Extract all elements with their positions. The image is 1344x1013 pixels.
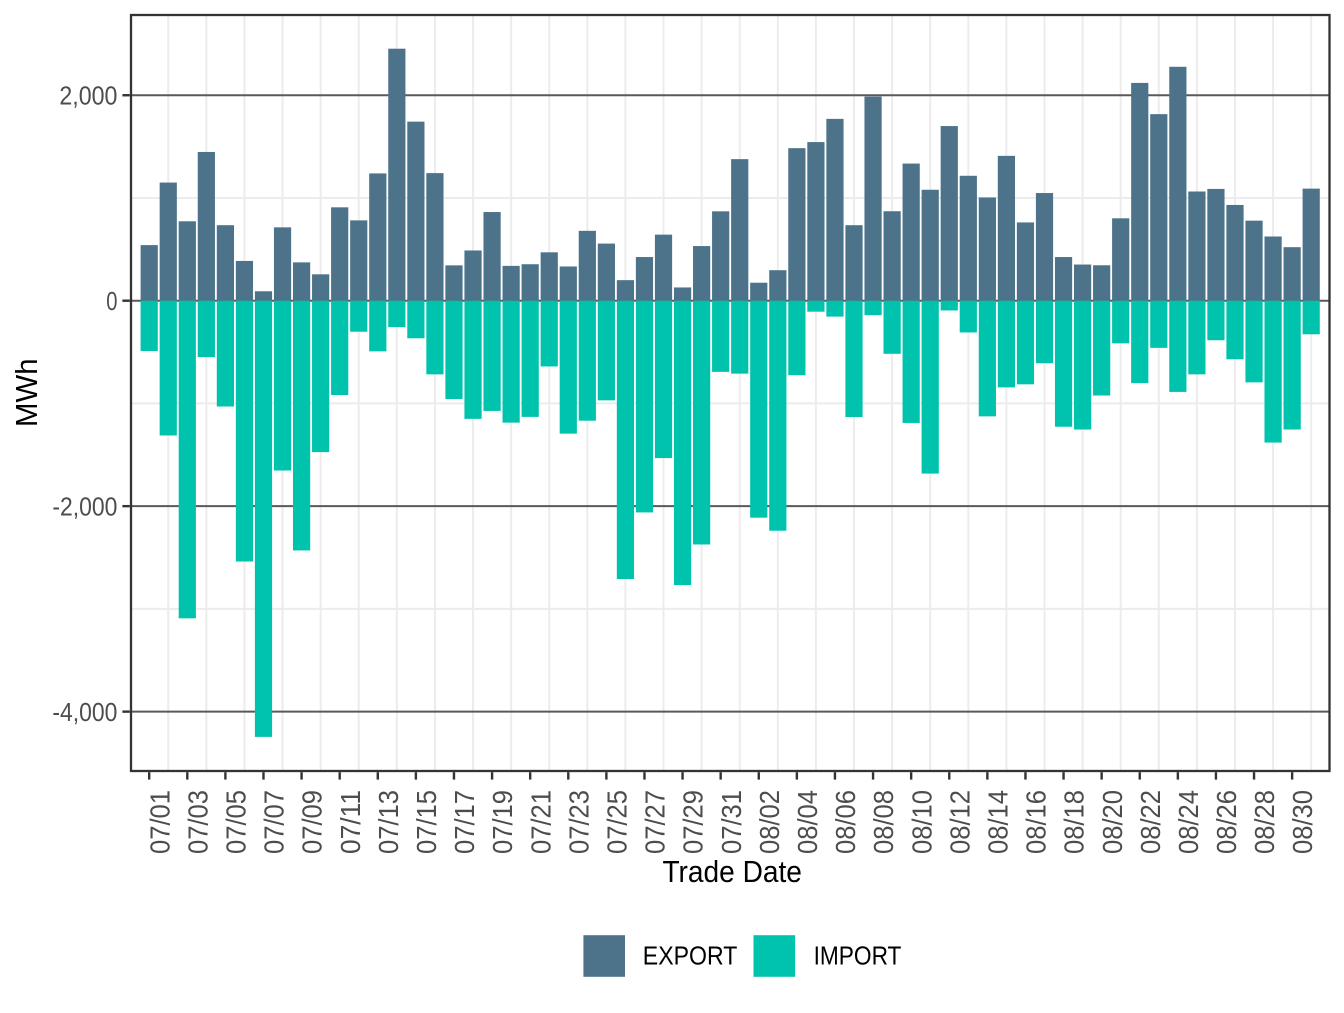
svg-text:0: 0 xyxy=(106,288,117,316)
svg-text:Trade Date: Trade Date xyxy=(662,854,802,889)
svg-text:-2,000: -2,000 xyxy=(52,493,117,521)
svg-text:07/31: 07/31 xyxy=(716,790,747,854)
svg-text:08/12: 08/12 xyxy=(944,790,975,854)
svg-text:08/04: 08/04 xyxy=(792,790,823,854)
svg-text:08/22: 08/22 xyxy=(1135,790,1166,854)
svg-text:07/25: 07/25 xyxy=(601,790,632,854)
svg-text:EXPORT: EXPORT xyxy=(643,942,738,970)
svg-text:07/27: 07/27 xyxy=(640,790,671,854)
svg-text:08/28: 08/28 xyxy=(1249,790,1280,854)
svg-text:07/29: 07/29 xyxy=(678,790,709,854)
svg-text:08/20: 08/20 xyxy=(1097,790,1128,854)
svg-text:-4,000: -4,000 xyxy=(52,699,117,727)
svg-text:08/18: 08/18 xyxy=(1059,790,1090,854)
svg-text:08/02: 08/02 xyxy=(754,790,785,854)
svg-text:07/21: 07/21 xyxy=(525,790,556,854)
svg-text:08/08: 08/08 xyxy=(868,790,899,854)
svg-text:08/14: 08/14 xyxy=(982,790,1013,854)
svg-text:MWh: MWh xyxy=(10,358,44,427)
svg-text:07/23: 07/23 xyxy=(563,790,594,854)
svg-text:08/26: 08/26 xyxy=(1211,790,1242,854)
svg-text:08/16: 08/16 xyxy=(1021,790,1052,854)
svg-text:08/10: 08/10 xyxy=(906,790,937,854)
svg-text:08/06: 08/06 xyxy=(830,790,861,854)
svg-text:IMPORT: IMPORT xyxy=(814,942,902,970)
svg-text:07/07: 07/07 xyxy=(259,790,290,854)
svg-text:08/24: 08/24 xyxy=(1173,790,1204,854)
svg-text:07/05: 07/05 xyxy=(221,790,252,854)
svg-text:08/30: 08/30 xyxy=(1287,790,1318,854)
svg-text:07/13: 07/13 xyxy=(373,790,404,854)
svg-text:07/17: 07/17 xyxy=(449,790,480,854)
svg-text:07/19: 07/19 xyxy=(487,790,518,854)
svg-text:07/11: 07/11 xyxy=(335,790,366,854)
svg-text:2,000: 2,000 xyxy=(59,82,117,110)
svg-text:07/15: 07/15 xyxy=(411,790,442,854)
svg-text:07/01: 07/01 xyxy=(144,790,175,854)
svg-text:07/03: 07/03 xyxy=(182,790,213,854)
svg-text:07/09: 07/09 xyxy=(297,790,328,854)
